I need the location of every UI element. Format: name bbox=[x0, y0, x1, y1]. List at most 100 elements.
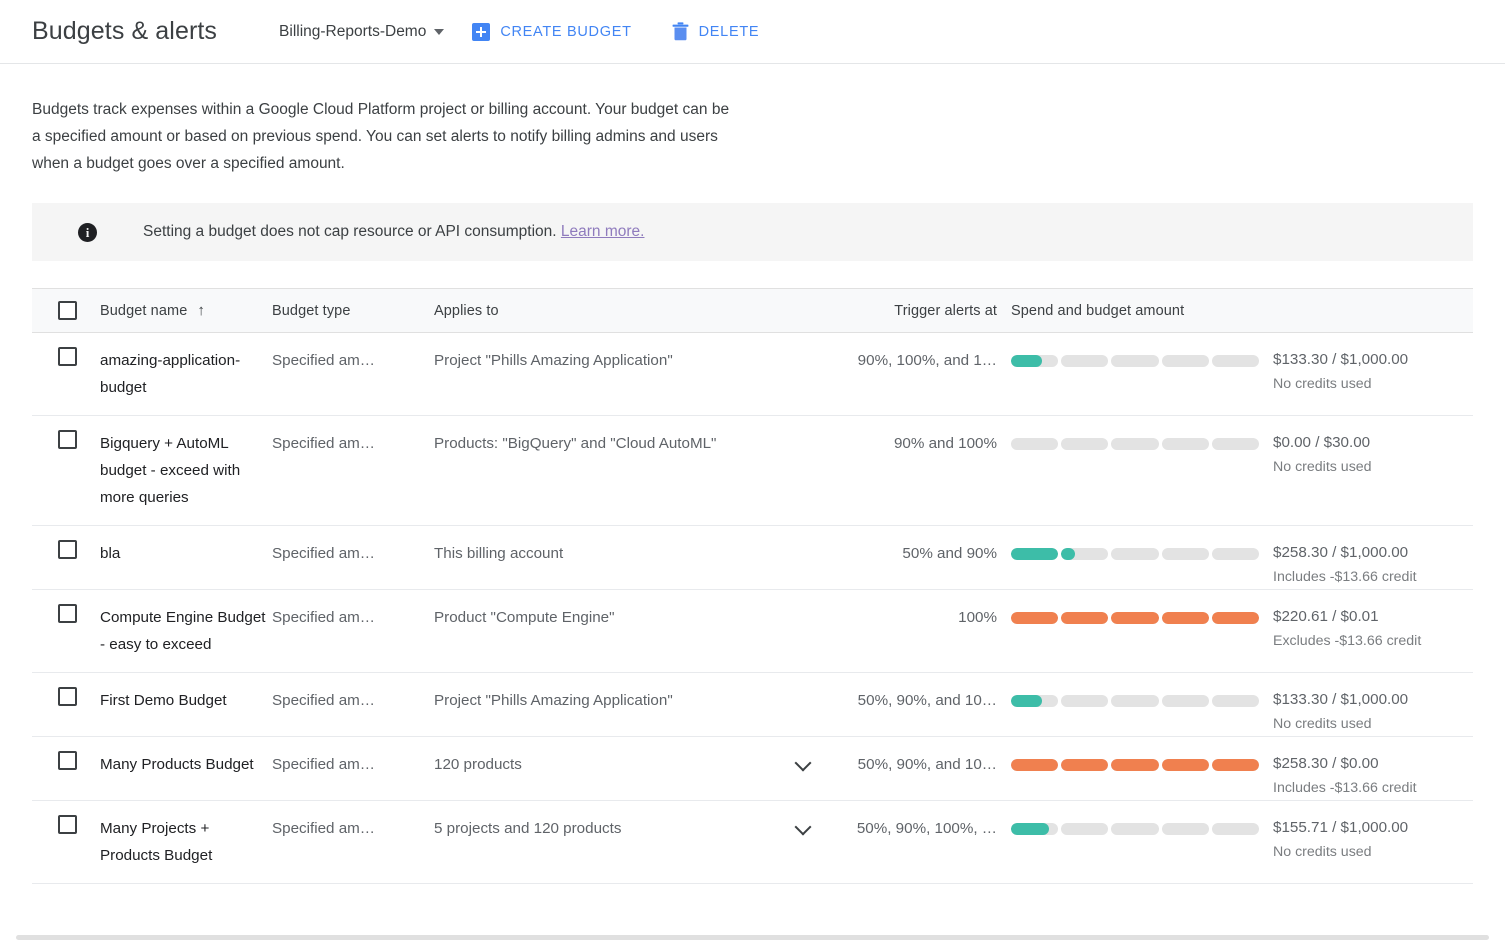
trigger-alerts-cell: 100% bbox=[825, 590, 997, 645]
info-banner: i Setting a budget does not cap resource… bbox=[32, 203, 1473, 261]
billing-account-selector[interactable]: Billing-Reports-Demo bbox=[279, 23, 445, 41]
credits-note: No credits used bbox=[1273, 716, 1372, 732]
budget-name-cell: Compute Engine Budget - easy to exceed bbox=[100, 590, 272, 672]
learn-more-link[interactable]: Learn more. bbox=[560, 223, 645, 240]
column-trigger-alerts[interactable]: Trigger alerts at bbox=[825, 303, 997, 319]
delete-label: DELETE bbox=[698, 23, 760, 40]
table-row[interactable]: Many Projects + Products Budget Specified… bbox=[32, 801, 1473, 884]
create-budget-button[interactable]: CREATE BUDGET bbox=[472, 22, 631, 41]
budget-type: Specified am… bbox=[272, 820, 375, 837]
column-applies-to[interactable]: Applies to bbox=[434, 302, 825, 320]
table-row[interactable]: Compute Engine Budget - easy to exceed Sp… bbox=[32, 590, 1473, 673]
row-checkbox[interactable] bbox=[58, 347, 77, 366]
delete-button[interactable]: DELETE bbox=[672, 22, 760, 41]
row-checkbox[interactable] bbox=[58, 430, 77, 449]
budget-type: Specified am… bbox=[272, 545, 375, 562]
row-checkbox[interactable] bbox=[58, 815, 77, 834]
amount-cell: $258.30 / $1,000.00 Includes -$13.66 cred… bbox=[1259, 526, 1473, 589]
progress-segment bbox=[1011, 759, 1059, 771]
row-checkbox[interactable] bbox=[58, 687, 77, 706]
budget-name: First Demo Budget bbox=[100, 692, 227, 709]
horizontal-scrollbar[interactable] bbox=[16, 935, 1489, 940]
column-spend-and-budget[interactable]: Spend and budget amount bbox=[997, 302, 1259, 320]
column-budget-name[interactable]: Budget name ↑ bbox=[100, 302, 272, 320]
row-checkbox[interactable] bbox=[58, 604, 77, 623]
select-all-checkbox[interactable] bbox=[58, 301, 77, 320]
amount-cell: $220.61 / $0.01 Excludes -$13.66 credit bbox=[1259, 590, 1473, 653]
trigger-alerts-cell: 50%, 90%, and 10… bbox=[825, 673, 997, 728]
trigger-alerts-cell: 50%, 90%, and 10… bbox=[825, 737, 997, 792]
budget-name-cell: Many Products Budget bbox=[100, 737, 272, 792]
budget-type-cell: Specified am… bbox=[272, 590, 434, 645]
applies-to: 5 projects and 120 products bbox=[434, 820, 622, 837]
table-row[interactable]: amazing-application-budget Specified am… P… bbox=[32, 333, 1473, 416]
table-row[interactable]: bla Specified am… This billing account 50% … bbox=[32, 526, 1473, 590]
progress-fill bbox=[1061, 612, 1109, 624]
progress-fill bbox=[1111, 759, 1159, 771]
intro-text: Budgets track expenses within a Google C… bbox=[32, 101, 730, 172]
budget-type-cell: Specified am… bbox=[272, 416, 434, 471]
progress-segment bbox=[1011, 823, 1059, 835]
budget-type: Specified am… bbox=[272, 435, 375, 452]
spend-progress-bar bbox=[1011, 548, 1260, 560]
row-checkbox[interactable] bbox=[58, 751, 77, 770]
table-row[interactable]: Bigquery + AutoML budget - exceed with m… bbox=[32, 416, 1473, 526]
budget-name: bla bbox=[100, 545, 121, 562]
budget-name-cell: First Demo Budget bbox=[100, 673, 272, 728]
spend-progress-cell bbox=[997, 590, 1260, 624]
spend-amount: $155.71 / $1,000.00 bbox=[1273, 819, 1409, 836]
progress-fill bbox=[1161, 759, 1209, 771]
progress-segment bbox=[1011, 612, 1059, 624]
amount-cell: $155.71 / $1,000.00 No credits used bbox=[1259, 801, 1473, 864]
row-checkbox[interactable] bbox=[58, 540, 77, 559]
row-select-cell bbox=[32, 801, 100, 834]
progress-fill bbox=[1011, 823, 1049, 835]
applies-to-cell: Product "Compute Engine" bbox=[434, 590, 825, 645]
progress-segment bbox=[1211, 548, 1260, 560]
applies-to: Project "Phills Amazing Application" bbox=[434, 692, 673, 709]
budget-type-cell: Specified am… bbox=[272, 801, 434, 856]
row-select-cell bbox=[32, 416, 100, 449]
column-applies-to-label: Applies to bbox=[434, 302, 499, 319]
budget-name: Many Products Budget bbox=[100, 756, 254, 773]
budget-type-cell: Specified am… bbox=[272, 333, 434, 388]
progress-segment bbox=[1061, 612, 1109, 624]
info-banner-message: Setting a budget does not cap resource o… bbox=[143, 223, 561, 240]
plus-box-icon bbox=[472, 22, 491, 41]
budget-type: Specified am… bbox=[272, 692, 375, 709]
spend-amount: $133.30 / $1,000.00 bbox=[1273, 691, 1409, 708]
progress-segment bbox=[1111, 823, 1159, 835]
progress-segment bbox=[1161, 548, 1209, 560]
column-budget-type[interactable]: Budget type bbox=[272, 302, 434, 320]
progress-segment bbox=[1161, 438, 1209, 450]
progress-fill bbox=[1011, 612, 1059, 624]
budget-type-cell: Specified am… bbox=[272, 737, 434, 792]
applies-to-cell: Products: "BigQuery" and "Cloud AutoML" bbox=[434, 416, 825, 471]
progress-segment bbox=[1161, 695, 1209, 707]
progress-segment bbox=[1011, 548, 1059, 560]
table-row[interactable]: Many Products Budget Specified am… 120 pro… bbox=[32, 737, 1473, 801]
credits-note: No credits used bbox=[1273, 376, 1372, 392]
budget-name-cell: amazing-application-budget bbox=[100, 333, 272, 415]
chevron-down-icon[interactable] bbox=[797, 821, 811, 835]
applies-to-cell: 5 projects and 120 products bbox=[434, 801, 825, 856]
applies-to-cell: Project "Phills Amazing Application" bbox=[434, 673, 825, 728]
chevron-down-icon bbox=[434, 28, 445, 35]
progress-segment bbox=[1211, 823, 1260, 835]
budget-name: Bigquery + AutoML budget - exceed with m… bbox=[100, 435, 241, 506]
row-select-cell bbox=[32, 737, 100, 770]
trigger-alerts: 50%, 90%, 100%, … bbox=[856, 820, 997, 837]
progress-segment bbox=[1161, 355, 1209, 367]
spend-progress-bar bbox=[1011, 823, 1260, 835]
column-trigger-alerts-label: Trigger alerts at bbox=[894, 302, 997, 319]
budget-type: Specified am… bbox=[272, 352, 375, 369]
budget-type-cell: Specified am… bbox=[272, 526, 434, 581]
column-budget-type-label: Budget type bbox=[272, 302, 351, 319]
progress-segment bbox=[1111, 355, 1159, 367]
table-row[interactable]: First Demo Budget Specified am… Project "P… bbox=[32, 673, 1473, 737]
row-select-cell bbox=[32, 673, 100, 706]
row-select-cell bbox=[32, 526, 100, 559]
progress-segment bbox=[1211, 355, 1260, 367]
chevron-down-icon[interactable] bbox=[797, 757, 811, 771]
applies-to: Project "Phills Amazing Application" bbox=[434, 352, 673, 369]
